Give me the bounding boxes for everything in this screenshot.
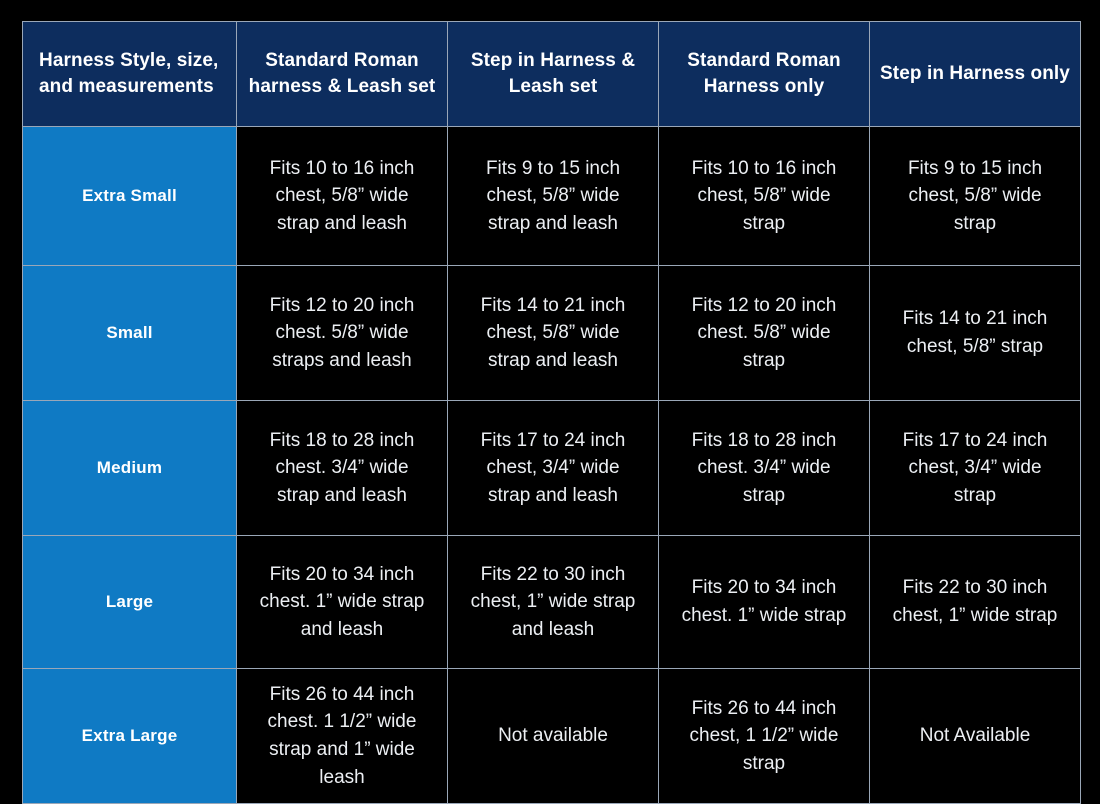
- column-header-standard-roman-harness-leash-set: Standard Roman harness & Leash set: [236, 21, 448, 127]
- table-row: Small Fits 12 to 20 inch chest. 5/8” wid…: [22, 265, 1081, 401]
- cell-medium-step-in-only: Fits 17 to 24 inch chest, 3/4” wide stra…: [869, 400, 1081, 536]
- cell-medium-standard-roman-set: Fits 18 to 28 inch chest. 3/4” wide stra…: [236, 400, 448, 536]
- size-label-extra-small: Extra Small: [22, 126, 237, 266]
- size-label-small: Small: [22, 265, 237, 401]
- cell-extra-large-standard-roman-set: Fits 26 to 44 inch chest. 1 1/2” wide st…: [236, 668, 448, 804]
- cell-small-standard-roman-only: Fits 12 to 20 inch chest. 5/8” wide stra…: [658, 265, 870, 401]
- column-header-step-in-harness-leash-set: Step in Harness & Leash set: [447, 21, 659, 127]
- cell-small-step-in-only: Fits 14 to 21 inch chest, 5/8” strap: [869, 265, 1081, 401]
- cell-large-standard-roman-set: Fits 20 to 34 inch chest. 1” wide strap …: [236, 535, 448, 669]
- column-header-standard-roman-harness-only: Standard Roman Harness only: [658, 21, 870, 127]
- header-row: Harness Style, size, and measurements St…: [22, 21, 1081, 127]
- cell-medium-step-in-set: Fits 17 to 24 inch chest, 3/4” wide stra…: [447, 400, 659, 536]
- size-label-large: Large: [22, 535, 237, 669]
- cell-medium-standard-roman-only: Fits 18 to 28 inch chest. 3/4” wide stra…: [658, 400, 870, 536]
- cell-small-standard-roman-set: Fits 12 to 20 inch chest. 5/8” wide stra…: [236, 265, 448, 401]
- cell-large-standard-roman-only: Fits 20 to 34 inch chest. 1” wide strap: [658, 535, 870, 669]
- cell-extra-small-step-in-set: Fits 9 to 15 inch chest, 5/8” wide strap…: [447, 126, 659, 266]
- table-header: Harness Style, size, and measurements St…: [22, 21, 1081, 127]
- size-label-medium: Medium: [22, 400, 237, 536]
- cell-extra-small-standard-roman-only: Fits 10 to 16 inch chest, 5/8” wide stra…: [658, 126, 870, 266]
- table-row: Extra Small Fits 10 to 16 inch chest, 5/…: [22, 126, 1081, 266]
- cell-extra-large-step-in-only: Not Available: [869, 668, 1081, 804]
- size-chart-page: Harness Style, size, and measurements St…: [22, 21, 1081, 804]
- cell-extra-large-step-in-set: Not available: [447, 668, 659, 804]
- column-header-step-in-harness-only: Step in Harness only: [869, 21, 1081, 127]
- harness-size-chart-table: Harness Style, size, and measurements St…: [22, 21, 1081, 804]
- table-row: Extra Large Fits 26 to 44 inch chest. 1 …: [22, 668, 1081, 804]
- table-body: Extra Small Fits 10 to 16 inch chest, 5/…: [22, 126, 1081, 804]
- table-row: Medium Fits 18 to 28 inch chest. 3/4” wi…: [22, 400, 1081, 536]
- table-row: Large Fits 20 to 34 inch chest. 1” wide …: [22, 535, 1081, 669]
- cell-large-step-in-only: Fits 22 to 30 inch chest, 1” wide strap: [869, 535, 1081, 669]
- size-label-extra-large: Extra Large: [22, 668, 237, 804]
- column-header-harness-style: Harness Style, size, and measurements: [22, 21, 237, 127]
- cell-large-step-in-set: Fits 22 to 30 inch chest, 1” wide strap …: [447, 535, 659, 669]
- cell-small-step-in-set: Fits 14 to 21 inch chest, 5/8” wide stra…: [447, 265, 659, 401]
- cell-extra-large-standard-roman-only: Fits 26 to 44 inch chest, 1 1/2” wide st…: [658, 668, 870, 804]
- cell-extra-small-step-in-only: Fits 9 to 15 inch chest, 5/8” wide strap: [869, 126, 1081, 266]
- cell-extra-small-standard-roman-set: Fits 10 to 16 inch chest, 5/8” wide stra…: [236, 126, 448, 266]
